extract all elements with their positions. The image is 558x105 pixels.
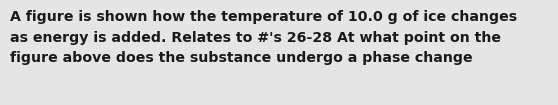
Text: A figure is shown how the temperature of 10.0 g of ice changes
as energy is adde: A figure is shown how the temperature of… — [10, 10, 517, 65]
